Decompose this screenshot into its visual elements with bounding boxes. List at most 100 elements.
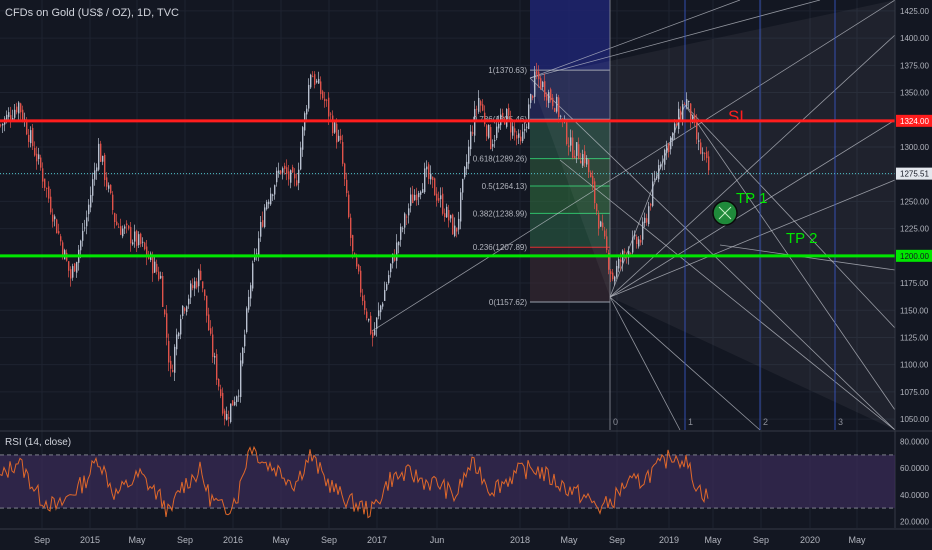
candle-body — [450, 215, 452, 219]
candle-body — [632, 237, 634, 253]
candle-body — [634, 234, 636, 237]
candle-body — [36, 153, 38, 162]
candle-body — [158, 271, 160, 280]
candle-body — [376, 317, 378, 329]
candle-body — [428, 164, 430, 179]
x-tick-label: 2017 — [367, 535, 387, 545]
candle-body — [458, 218, 460, 230]
candle-body — [204, 289, 206, 297]
time-cycle-label: 0 — [613, 417, 618, 427]
candle-body — [362, 295, 364, 301]
price-badge-label: 1324.00 — [900, 117, 929, 126]
candle-body — [208, 314, 210, 331]
candle-body — [364, 300, 366, 310]
sl-annotation: SL — [728, 107, 749, 126]
candle-body — [672, 133, 674, 141]
candle-body — [100, 143, 102, 162]
candle-body — [652, 181, 654, 206]
candle-body — [506, 109, 508, 127]
candle-body — [266, 201, 268, 210]
candle-body — [384, 290, 386, 301]
candle-body — [486, 125, 488, 137]
candles — [0, 62, 710, 427]
candle-body — [244, 334, 246, 347]
candle-body — [70, 269, 72, 279]
candle-body — [590, 172, 592, 178]
candle-body — [302, 127, 304, 150]
candle-body — [454, 225, 456, 236]
candle-body — [614, 276, 616, 282]
candle-body — [116, 221, 118, 225]
candle-body — [550, 89, 552, 101]
candle-body — [2, 123, 4, 126]
candle-body — [308, 84, 310, 109]
pitchfork-line — [529, 77, 896, 431]
candle-body — [0, 124, 2, 126]
candle-body — [690, 103, 692, 122]
candle-body — [528, 104, 530, 129]
candle-body — [560, 115, 562, 117]
candle-body — [52, 214, 54, 222]
candle-body — [138, 234, 140, 246]
y-tick-label: 1300.00 — [900, 143, 929, 152]
pitchfork-line — [609, 34, 896, 298]
candle-body — [440, 195, 442, 200]
candle-body — [624, 251, 626, 253]
candle-body — [360, 270, 362, 293]
candle-body — [656, 176, 658, 179]
candle-body — [556, 96, 558, 112]
candle-body — [562, 118, 564, 120]
candle-body — [216, 354, 218, 380]
candle-body — [298, 169, 300, 184]
candle-body — [666, 145, 668, 153]
price-badge-label: 1275.51 — [900, 170, 929, 179]
candle-body — [488, 125, 490, 138]
candle-body — [366, 311, 368, 319]
candle-body — [166, 313, 168, 338]
candle-body — [162, 275, 164, 307]
candle-body — [174, 346, 176, 373]
time-cycle-label: 2 — [763, 417, 768, 427]
candle-body — [186, 306, 188, 312]
y-tick-label: 1100.00 — [900, 361, 929, 370]
candle-body — [616, 266, 618, 277]
candle-body — [532, 95, 534, 98]
x-tick-label: May — [128, 535, 146, 545]
candle-body — [540, 78, 542, 90]
candle-body — [336, 123, 338, 143]
candle-body — [542, 81, 544, 88]
candle-body — [334, 122, 336, 133]
time-cycle-label: 1 — [688, 417, 693, 427]
candle-body — [136, 230, 138, 246]
candle-body — [678, 108, 680, 129]
candle-body — [416, 194, 418, 201]
candle-body — [76, 261, 78, 273]
candle-body — [456, 227, 458, 232]
candle-body — [30, 130, 32, 144]
candle-body — [442, 193, 444, 214]
candle-body — [534, 71, 536, 97]
candle-body — [92, 179, 94, 196]
candle-body — [20, 103, 22, 113]
candle-body — [50, 196, 52, 213]
candle-body — [22, 109, 24, 121]
pitchfork-line — [529, 0, 821, 79]
candle-body — [660, 164, 662, 168]
candle-body — [670, 137, 672, 150]
candle-body — [238, 395, 240, 397]
candle-body — [172, 369, 174, 372]
candle-body — [6, 114, 8, 122]
candle-body — [8, 112, 10, 118]
candle-body — [658, 165, 660, 180]
candle-body — [706, 151, 708, 159]
candle-body — [106, 177, 108, 187]
candle-body — [654, 178, 656, 180]
candle-body — [14, 109, 16, 118]
candle-body — [26, 121, 28, 135]
candle-body — [254, 254, 256, 261]
candle-body — [182, 305, 184, 317]
candle-body — [126, 223, 128, 226]
candle-body — [518, 133, 520, 138]
